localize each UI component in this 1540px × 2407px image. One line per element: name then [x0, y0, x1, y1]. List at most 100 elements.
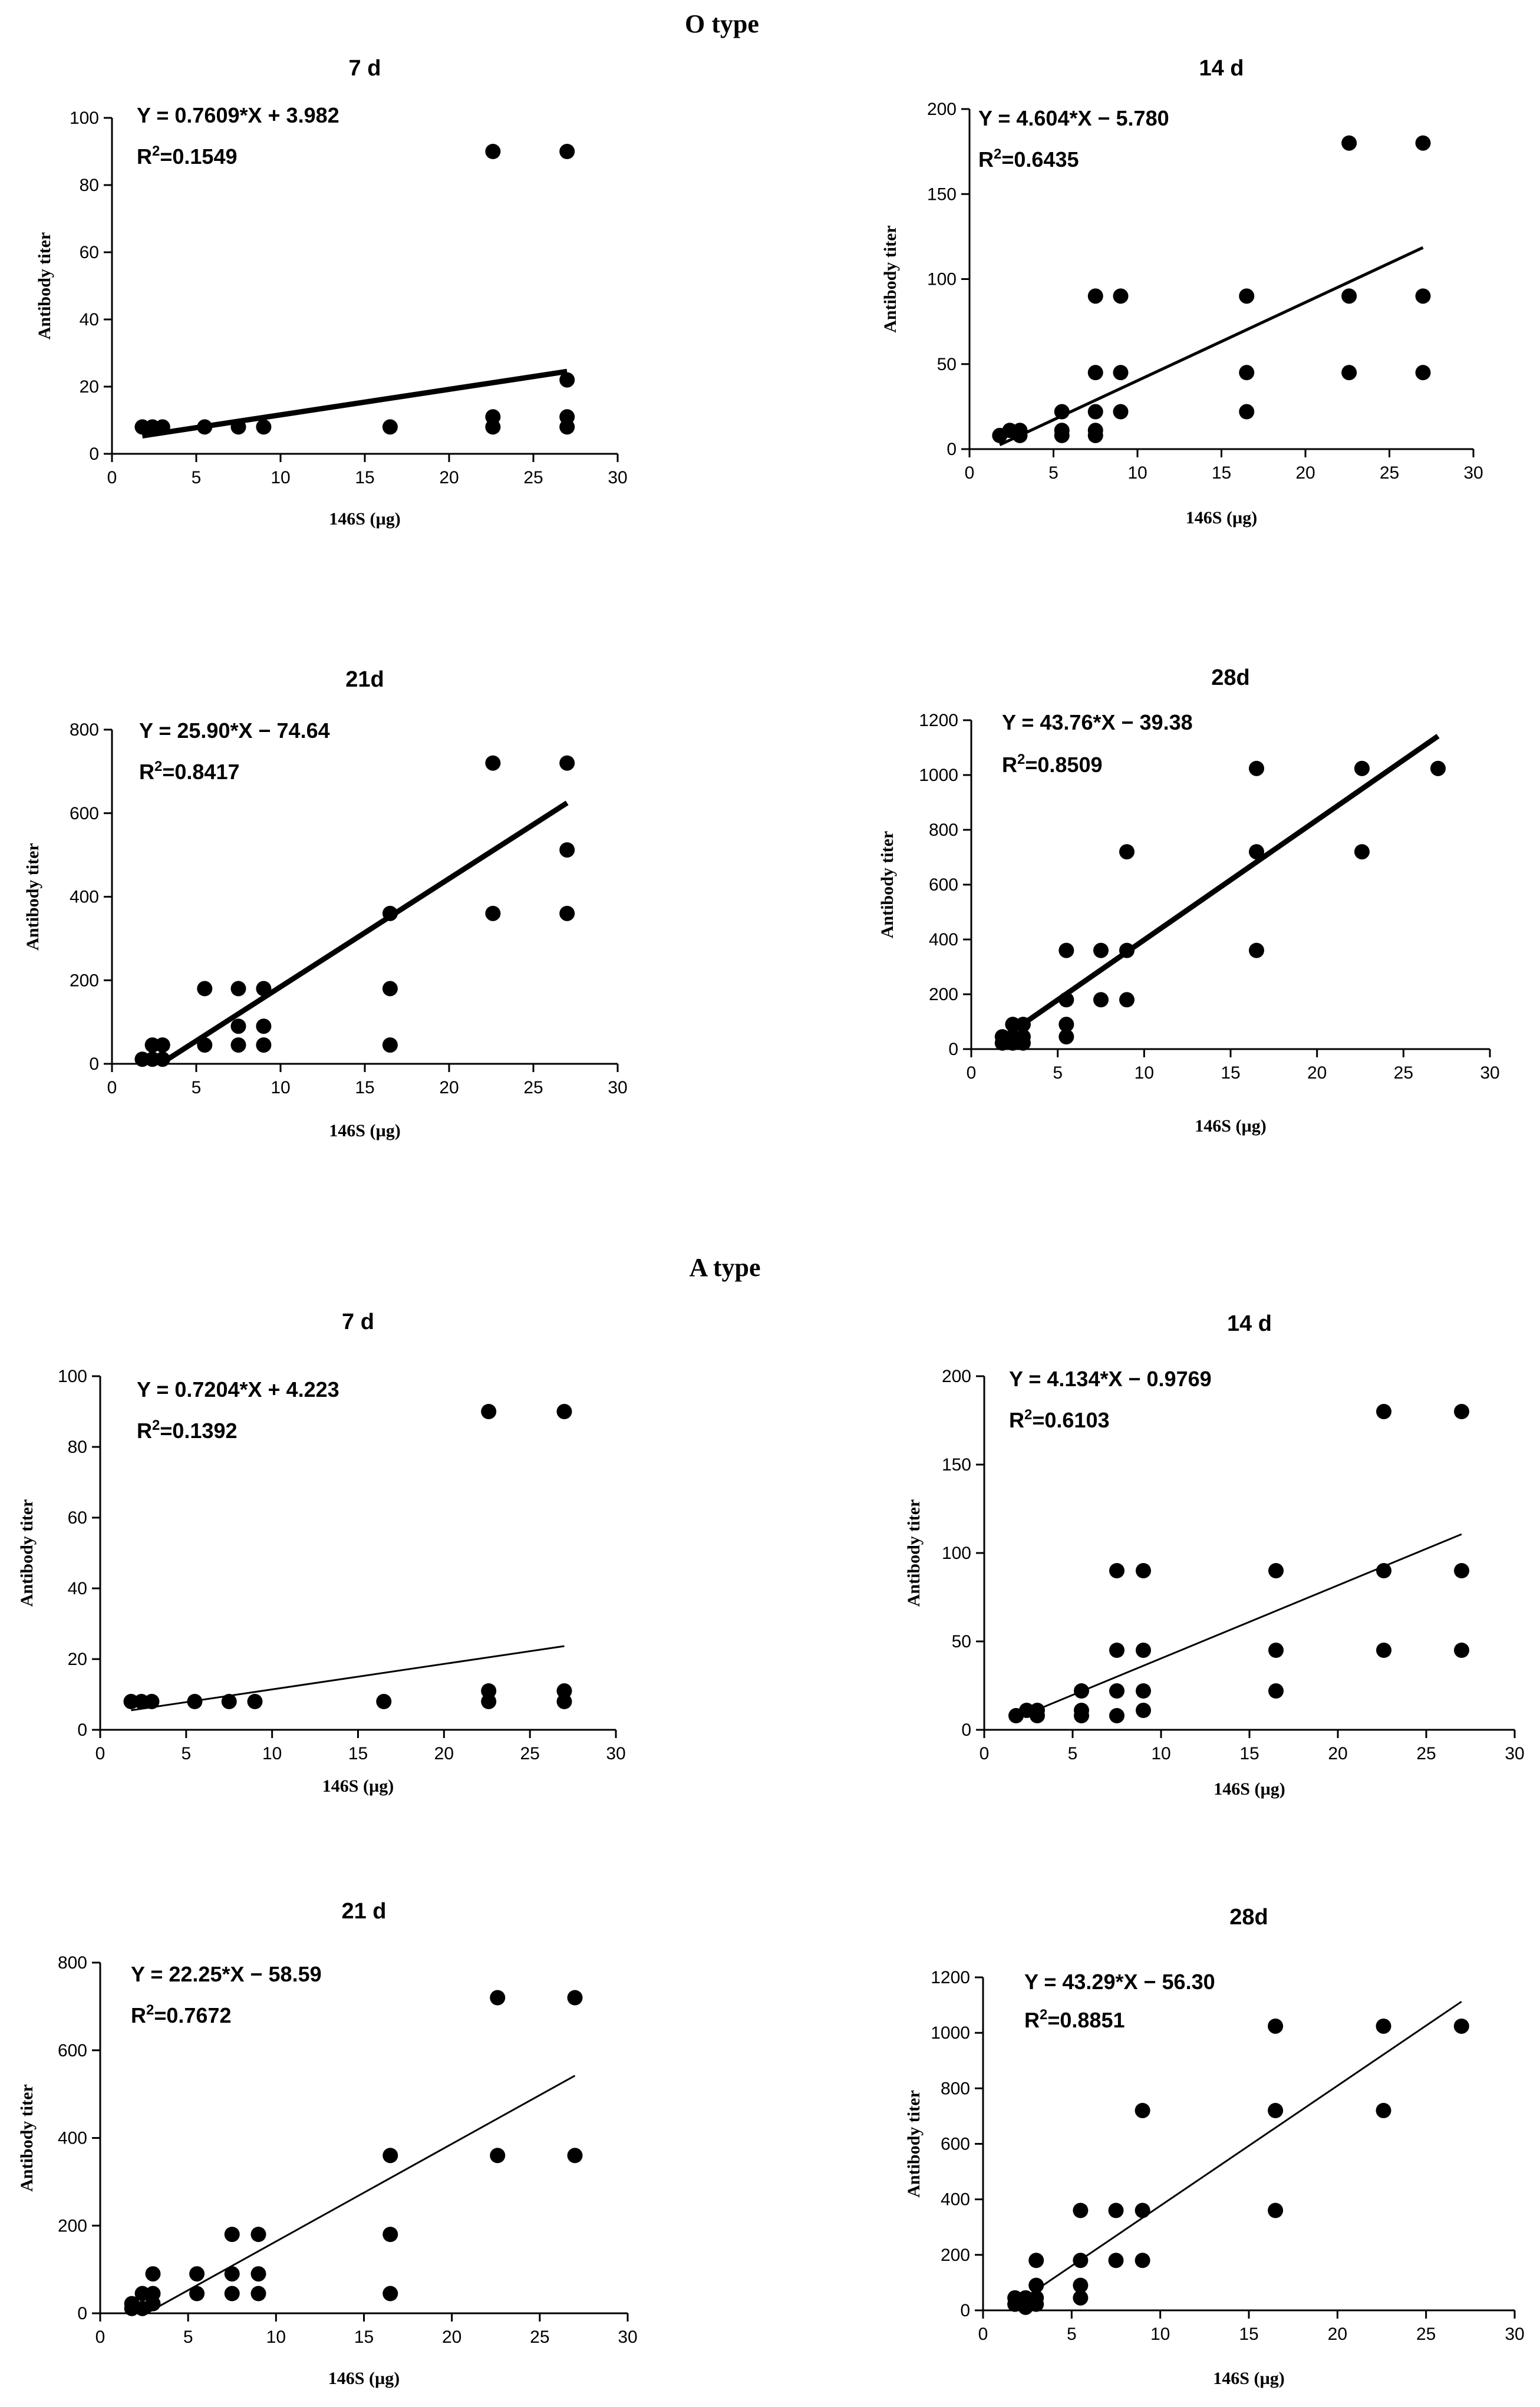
x-axis-label: 146S (µg) [1195, 1116, 1266, 1136]
x-tick-label: 25 [1416, 1744, 1436, 1763]
data-point [559, 372, 575, 388]
data-point [224, 2227, 240, 2243]
y-tick-label: 400 [941, 2190, 970, 2210]
y-axis-label: Antibody titer [17, 1499, 37, 1607]
x-tick-label: 15 [1239, 1744, 1259, 1763]
y-tick-label: 600 [941, 2135, 970, 2154]
data-point [559, 905, 575, 921]
x-tick-label: 0 [965, 463, 975, 483]
y-tick-label: 20 [68, 1650, 87, 1669]
chart-title: 21 d [341, 1899, 386, 1924]
r-squared-label: R2=0.8851 [1024, 2007, 1125, 2032]
x-axis-label: 146S (µg) [329, 509, 400, 529]
data-point [1341, 288, 1357, 304]
y-tick-label: 100 [927, 270, 957, 289]
y-tick-label: 20 [80, 377, 99, 397]
chart-title: 14 d [1199, 56, 1244, 81]
data-point [1454, 1643, 1469, 1658]
data-point [230, 419, 246, 435]
y-tick-label: 600 [929, 875, 958, 895]
chart-title: 7 d [349, 56, 381, 81]
data-point [490, 2148, 506, 2164]
x-tick-label: 25 [1394, 1063, 1413, 1083]
data-point [1239, 365, 1255, 381]
x-tick-label: 5 [1053, 1063, 1063, 1083]
data-point [144, 1694, 160, 1709]
data-point [382, 905, 398, 921]
data-point [1430, 760, 1446, 776]
regression-equation: Y = 43.29*X − 56.30 [1024, 1970, 1215, 1994]
data-point [1239, 288, 1255, 304]
chart-title: 21d [345, 667, 384, 692]
data-point [256, 1018, 272, 1034]
data-point [556, 1404, 572, 1419]
r-squared-value: =0.6435 [1001, 147, 1079, 172]
r-squared-symbol: R [137, 144, 152, 169]
chart-title: 28d [1229, 1905, 1268, 1930]
chart-panel-7: 21 d 0 5 10 15 20 25 30 0 200 400 600 800 146S (µg) An… [17, 1899, 638, 2388]
x-tick-label: 20 [1295, 463, 1315, 483]
r-squared-symbol: R [978, 147, 994, 172]
data-point [250, 2286, 266, 2302]
regression-equation: Y = 0.7204*X + 4.223 [137, 1377, 339, 1402]
data-point [1093, 942, 1109, 958]
y-tick-label: 0 [77, 2304, 87, 2323]
data-point [1376, 2103, 1391, 2118]
data-point [224, 2286, 240, 2302]
x-axis-label: 146S (µg) [1213, 2369, 1284, 2388]
data-point [1119, 844, 1135, 860]
r-squared-value: =0.8417 [162, 760, 239, 784]
data-point [145, 2266, 161, 2282]
data-point [1268, 1683, 1284, 1699]
r-squared-superscript: 2 [152, 143, 160, 159]
data-point [1087, 365, 1103, 381]
data-point [1073, 2277, 1089, 2293]
data-point [1268, 2103, 1284, 2118]
data-point [1454, 1563, 1469, 1578]
data-point [1341, 365, 1357, 381]
y-tick-label: 800 [58, 1953, 87, 1973]
chart-title: 14 d [1227, 1311, 1272, 1336]
x-tick-label: 5 [1068, 1744, 1078, 1763]
r-squared-label: R2=0.1392 [137, 1417, 238, 1443]
x-tick-label: 15 [354, 2327, 374, 2347]
r-squared-value: =0.8509 [1025, 753, 1102, 777]
data-point [1119, 992, 1135, 1008]
data-point [1136, 1703, 1151, 1718]
y-tick-label: 800 [929, 820, 958, 840]
data-point [1109, 1643, 1125, 1658]
data-point [382, 2227, 398, 2243]
y-tick-label: 0 [89, 444, 99, 464]
x-axis-label: 146S (µg) [329, 1121, 400, 1140]
data-point [1073, 2290, 1089, 2306]
data-point [1030, 1708, 1045, 1723]
data-point [1087, 288, 1103, 304]
x-tick-label: 20 [1307, 1063, 1327, 1083]
data-point [230, 1037, 246, 1053]
regression-equation: Y = 0.7609*X + 3.982 [137, 103, 339, 127]
data-point [1058, 992, 1074, 1008]
r-squared-value: =0.1392 [160, 1419, 237, 1443]
data-point [481, 1694, 497, 1709]
r-squared-superscript: 2 [1040, 2007, 1047, 2023]
x-tick-label: 10 [1150, 2324, 1170, 2344]
r-squared-symbol: R [139, 760, 154, 784]
x-tick-label: 20 [1328, 1744, 1347, 1763]
data-point [481, 1404, 497, 1419]
data-point [1074, 1683, 1089, 1699]
x-tick-label: 10 [1127, 463, 1147, 483]
data-point [256, 419, 272, 435]
y-tick-label: 100 [58, 1367, 87, 1386]
data-point [1087, 427, 1103, 443]
r-squared-superscript: 2 [152, 1417, 160, 1433]
r-squared-value: =0.1549 [160, 144, 237, 169]
data-point [1113, 404, 1129, 420]
y-tick-label: 1200 [931, 1968, 970, 1987]
y-tick-label: 600 [70, 804, 99, 823]
chart-panel-8: 28d 0 5 10 15 20 25 30 0 200 400 600 800 1000 1200 146S… [904, 1905, 1525, 2388]
y-tick-label: 40 [80, 310, 99, 329]
x-tick-label: 10 [266, 2327, 286, 2347]
y-tick-label: 50 [952, 1632, 971, 1651]
data-point [230, 981, 246, 997]
y-tick-label: 100 [70, 108, 99, 128]
